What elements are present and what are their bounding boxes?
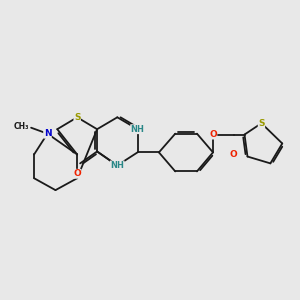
Text: N: N [44,129,51,138]
Text: S: S [258,119,265,128]
Text: NH: NH [130,125,145,134]
Text: O: O [209,130,217,139]
Text: NH: NH [110,161,124,170]
Text: CH₃: CH₃ [14,122,29,131]
Text: O: O [230,150,238,159]
Text: O: O [73,169,81,178]
Text: S: S [74,113,80,122]
